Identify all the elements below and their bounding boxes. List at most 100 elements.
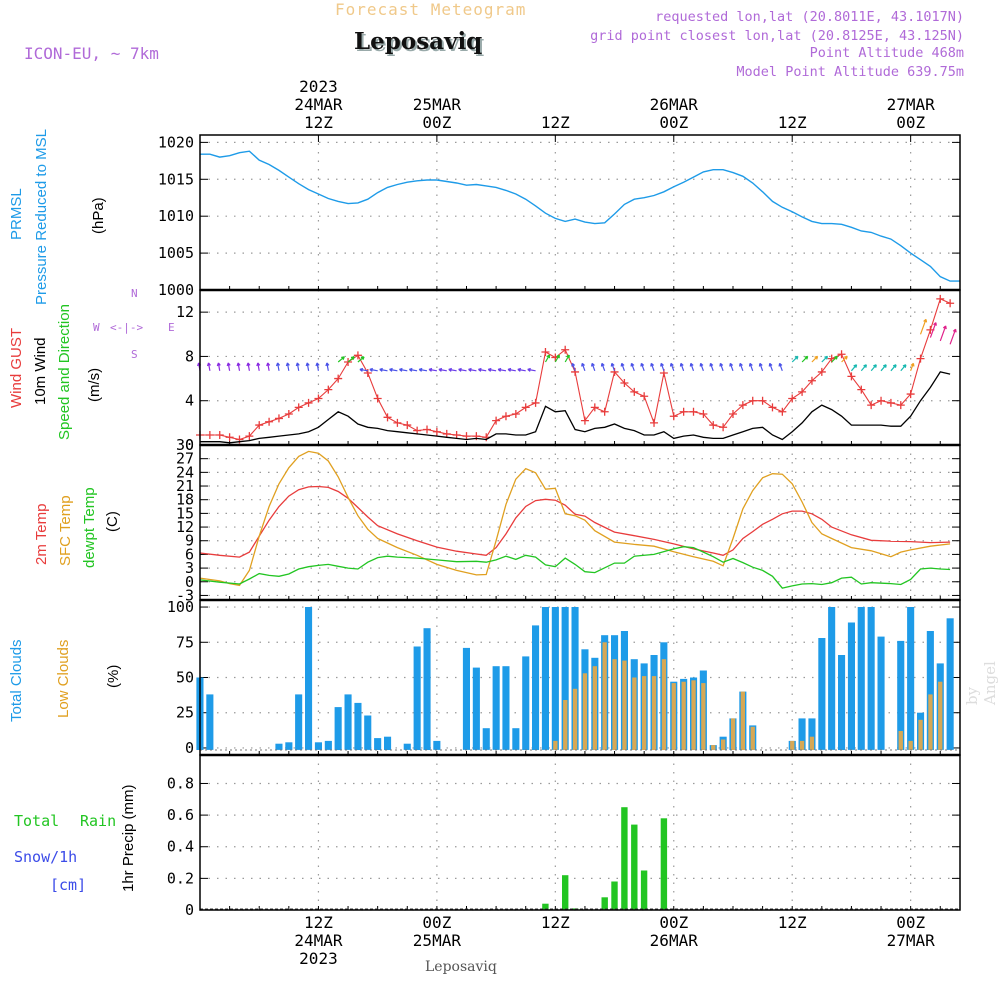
wind-gust-point	[373, 394, 382, 403]
wind-gust-point	[906, 390, 915, 399]
panel-frame	[199, 134, 961, 291]
low-cloud-bar	[701, 683, 706, 750]
temp-line-2m-temp	[199, 485, 951, 558]
y-tick-label: 12	[176, 303, 194, 321]
total-cloud-bar	[867, 607, 875, 750]
bottom-time-label: 00Z	[659, 913, 688, 932]
low-cloud-bar	[809, 736, 815, 750]
compass-n: N	[131, 287, 138, 300]
total-cloud-bar	[403, 743, 411, 750]
compass-w: W	[93, 321, 100, 334]
wind-direction-arrow	[564, 354, 570, 363]
wind-direction-arrow	[650, 362, 655, 372]
snow-label: Snow/1h	[14, 848, 78, 866]
low-cloud-bar	[582, 673, 588, 750]
temp-unit: (C)	[104, 511, 121, 532]
total-cloud-bar	[295, 694, 303, 750]
low-cloud-bar	[612, 659, 617, 750]
wind-direction-arrow	[236, 362, 241, 371]
total-cloud-bar	[334, 707, 342, 750]
wind-direction-arrow	[890, 364, 897, 372]
top-time-label: 12Z	[778, 113, 807, 132]
top-time-label: 00Z	[422, 113, 451, 132]
wind-gust-point	[877, 396, 886, 405]
wind-gust-point	[758, 396, 767, 405]
wind-gust-point	[807, 376, 816, 385]
panel-frame	[199, 289, 961, 446]
wind-direction-arrow	[305, 362, 310, 371]
low-cloud-bar	[790, 740, 795, 750]
total-cloud-bar	[571, 607, 579, 750]
temp-line-sfc-temp	[199, 450, 951, 587]
total-cloud-bar	[897, 640, 905, 750]
wind-gust-point	[492, 416, 501, 425]
total-cloud-bar	[344, 694, 352, 750]
wind-gust-point	[600, 407, 609, 416]
bottom-time-label: 24MAR	[294, 931, 343, 950]
wind-direction-arrow	[669, 362, 675, 372]
wind-direction-arrow	[206, 362, 211, 371]
y-tick-label: -3	[176, 586, 194, 604]
wind-gust-point	[817, 367, 826, 376]
requested-coords: requested lon,lat (20.8011E, 43.1017N)	[655, 9, 964, 25]
y-tick-label: 50	[176, 669, 194, 687]
wind-direction-arrow	[591, 362, 596, 372]
low-cloud-bar	[898, 731, 903, 750]
pressure-series-line	[200, 150, 960, 282]
total-cloud-bar	[926, 631, 934, 750]
wind-dir-label: Speed and Direction	[56, 304, 73, 440]
total-cloud-bar	[907, 607, 915, 750]
panel-frame	[199, 754, 961, 911]
temp-2m-label: 2m Temp	[33, 503, 50, 565]
compass-s: S	[131, 348, 138, 361]
total-cloud-bar	[532, 625, 540, 750]
wind-direction-arrow	[919, 318, 928, 335]
wind-gust-point	[521, 403, 530, 412]
precip-bar	[631, 824, 638, 910]
y-tick-label: 1015	[158, 170, 194, 188]
wind-direction-arrow	[246, 362, 251, 371]
bottom-time-label: 26MAR	[650, 931, 699, 950]
low-cloud-bar	[918, 719, 923, 750]
low-cloud-bar	[632, 677, 637, 750]
wind-direction-arrow	[369, 367, 378, 372]
wind-gust-point	[255, 421, 264, 430]
total-cloud-bar	[314, 742, 322, 750]
wind-direction-arrow	[527, 367, 536, 372]
wind-gust-point	[442, 429, 451, 438]
wind-direction-arrow	[448, 367, 457, 372]
y-tick-label: 0.8	[167, 774, 194, 792]
wind-gust-point	[669, 412, 678, 421]
bottom-time-label: 00Z	[422, 913, 451, 932]
wind-direction-arrow	[226, 362, 231, 371]
model-altitude: Model Point Altitude 639.75m	[736, 64, 964, 80]
wind-direction-arrow	[640, 362, 645, 372]
total-cloud-bar	[551, 607, 559, 750]
wind-direction-arrow	[478, 367, 487, 372]
pressure-label-1: PRMSL	[8, 188, 25, 240]
wind-direction-arrow	[719, 362, 724, 372]
wind-gust-point	[265, 417, 274, 426]
wind-gust-point	[353, 351, 362, 360]
top-time-label: 00Z	[659, 113, 688, 132]
pressure-unit: (hPa)	[90, 197, 107, 234]
total-cloud-bar	[798, 718, 806, 750]
wind-direction-arrow	[517, 367, 526, 372]
compass-e: E	[168, 321, 175, 334]
y-tick-label: 3	[185, 559, 194, 577]
wind-direction-arrow	[630, 362, 635, 372]
precip-rain-label: Rain	[80, 812, 117, 830]
wind-gust-point	[936, 294, 945, 303]
wind-gust-point	[640, 392, 649, 401]
precip-bar	[601, 897, 608, 910]
wind-direction-arrow	[850, 364, 858, 372]
total-clouds-label: Total Clouds	[8, 639, 25, 722]
y-tick-label: 1005	[158, 244, 194, 262]
low-clouds-label: Low Clouds	[55, 639, 72, 718]
wind-direction-arrow	[325, 362, 330, 371]
total-cloud-bar	[206, 694, 214, 750]
wind-gust-point	[620, 379, 629, 387]
wind-gust-point	[748, 396, 757, 405]
wind-gust-point	[728, 410, 737, 418]
